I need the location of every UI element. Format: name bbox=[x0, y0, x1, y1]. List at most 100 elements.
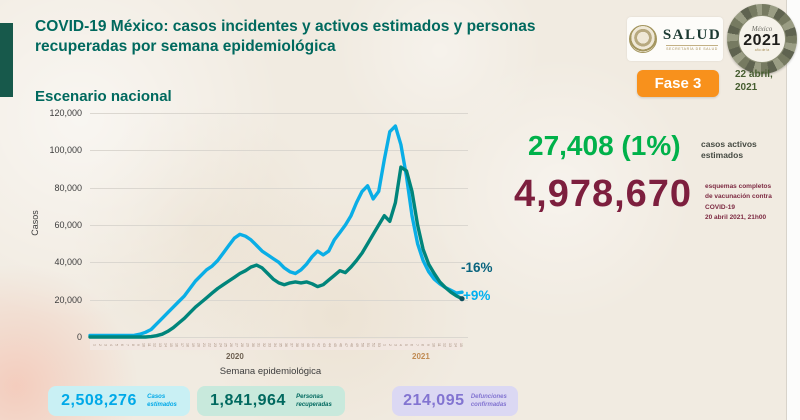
week-tick: 51 bbox=[365, 342, 370, 347]
week-tick: 11 bbox=[147, 342, 152, 347]
week-tick: 9 bbox=[426, 343, 431, 346]
vaccination-count-label: esquemas completos de vacunación contra … bbox=[705, 183, 772, 222]
report-date: 22 abril, 2021 bbox=[735, 69, 773, 93]
week-tick: 12 bbox=[442, 342, 447, 347]
gridline bbox=[90, 337, 468, 338]
week-tick: 10 bbox=[141, 342, 146, 347]
week-tick: 4 bbox=[398, 343, 403, 346]
week-tick: 36 bbox=[283, 342, 288, 347]
week-tick: 8 bbox=[130, 343, 135, 346]
week-tick: 38 bbox=[294, 342, 299, 347]
week-tick: 42 bbox=[316, 342, 321, 347]
y-tick-label: 60,000 bbox=[54, 220, 82, 230]
week-tick: 10 bbox=[431, 342, 436, 347]
week-tick: 43 bbox=[322, 342, 327, 347]
week-tick: 52 bbox=[371, 342, 376, 347]
week-tick: 47 bbox=[344, 342, 349, 347]
week-tick: 6 bbox=[409, 343, 414, 346]
left-accent-bar bbox=[0, 23, 13, 97]
mexico-2021-badge: México 2021 año de la bbox=[727, 4, 797, 74]
stat-value: 2,508,276 bbox=[61, 392, 137, 409]
salud-logo: SALUD SECRETARÍA DE SALUD bbox=[627, 17, 723, 61]
annotation-plus-9-pct: +9% bbox=[463, 288, 491, 303]
salud-logo-subtext: SECRETARÍA DE SALUD bbox=[666, 45, 718, 51]
week-tick: 26 bbox=[229, 342, 234, 347]
week-tick: 25 bbox=[223, 342, 228, 347]
week-tick: 53 bbox=[376, 342, 381, 347]
gridline bbox=[90, 225, 468, 226]
week-tick: 2 bbox=[387, 343, 392, 346]
vaccination-count-value: 4,978,670 bbox=[514, 173, 693, 215]
y-tick-label: 20,000 bbox=[54, 294, 82, 305]
badge-tagline-text: año de la bbox=[754, 47, 770, 52]
week-tick: 2 bbox=[97, 343, 102, 346]
week-tick: 40 bbox=[305, 342, 310, 347]
series-line-1 bbox=[88, 165, 464, 339]
week-tick: 28 bbox=[240, 342, 245, 347]
week-tick: 29 bbox=[245, 342, 250, 347]
week-tick: 44 bbox=[327, 342, 332, 347]
week-tick: 17 bbox=[179, 342, 184, 347]
week-tick: 34 bbox=[272, 342, 277, 347]
y-tick-label: 100,000 bbox=[49, 145, 82, 156]
week-tick: 23 bbox=[212, 342, 217, 347]
stat-value: 1,841,964 bbox=[210, 392, 286, 409]
line-chart bbox=[88, 124, 465, 339]
week-tick: 45 bbox=[333, 342, 338, 347]
week-tick: 5 bbox=[114, 343, 119, 346]
week-tick: 15 bbox=[458, 342, 463, 347]
week-tick: 4 bbox=[108, 343, 113, 346]
week-tick: 27 bbox=[234, 342, 239, 347]
mexico-2021-badge-center: México 2021 año de la bbox=[738, 15, 786, 63]
x-axis-year-2020: 2020 bbox=[226, 352, 244, 361]
week-tick: 24 bbox=[218, 342, 223, 347]
week-tick: 50 bbox=[360, 342, 365, 347]
gridline bbox=[90, 113, 468, 114]
week-tick: 13 bbox=[447, 342, 452, 347]
week-tick: 37 bbox=[289, 342, 294, 347]
week-tick: 3 bbox=[393, 343, 398, 346]
annotation-minus-16-pct: -16% bbox=[461, 260, 493, 275]
y-tick-label: 0 bbox=[76, 332, 82, 342]
x-axis-week-ticks: 1 2 3 4 5 6 7 8 9 10 11 12 13 14 15 16 17 18 19 20 21 22 23 24 2… bbox=[90, 339, 463, 350]
series-line-0 bbox=[88, 124, 464, 338]
y-tick-label: 80,000 bbox=[54, 182, 82, 193]
week-tick: 15 bbox=[169, 342, 174, 347]
salud-logo-text: SALUD bbox=[662, 27, 722, 43]
week-tick: 1 bbox=[382, 343, 387, 346]
week-tick: 41 bbox=[311, 342, 316, 347]
x-axis-title: Semana epidemiológica bbox=[219, 366, 322, 377]
week-tick: 30 bbox=[251, 342, 256, 347]
y-tick-label: 40,000 bbox=[54, 257, 82, 268]
week-tick: 39 bbox=[300, 342, 305, 347]
week-tick: 46 bbox=[338, 342, 343, 347]
week-tick: 35 bbox=[278, 342, 283, 347]
week-tick: 20 bbox=[196, 342, 201, 347]
fase-3-badge[interactable]: Fase 3 bbox=[637, 70, 719, 97]
gridline bbox=[90, 150, 468, 152]
week-tick: 48 bbox=[349, 342, 354, 347]
week-tick: 14 bbox=[453, 342, 458, 347]
week-tick: 31 bbox=[256, 342, 261, 347]
y-tick-label: 120,000 bbox=[49, 108, 82, 118]
week-tick: 1 bbox=[92, 343, 97, 346]
scenario-subtitle: Escenario nacional bbox=[35, 88, 172, 105]
page-title: COVID-19 México: casos incidentes y acti… bbox=[35, 18, 536, 56]
stat-box-defunciones-confirmadas: 214,095 Defunciones confirmadas bbox=[392, 386, 518, 416]
week-tick: 12 bbox=[152, 342, 157, 347]
week-tick: 16 bbox=[174, 342, 179, 347]
week-tick: 8 bbox=[420, 343, 425, 346]
badge-year-text: 2021 bbox=[743, 31, 781, 49]
active-cases-value: 27,408 (1%) bbox=[528, 130, 681, 161]
week-tick: 32 bbox=[262, 342, 266, 347]
stat-value: 214,095 bbox=[403, 392, 465, 409]
week-tick: 6 bbox=[119, 343, 124, 346]
week-tick: 49 bbox=[354, 342, 359, 347]
week-tick: 14 bbox=[163, 342, 168, 347]
stat-label: Casos estimados bbox=[147, 393, 177, 408]
stat-box-casos-estimados: 2,508,276 Casos estimados bbox=[48, 386, 190, 416]
week-tick: 9 bbox=[136, 343, 141, 346]
week-tick: 11 bbox=[437, 342, 441, 347]
gridline bbox=[90, 299, 468, 301]
